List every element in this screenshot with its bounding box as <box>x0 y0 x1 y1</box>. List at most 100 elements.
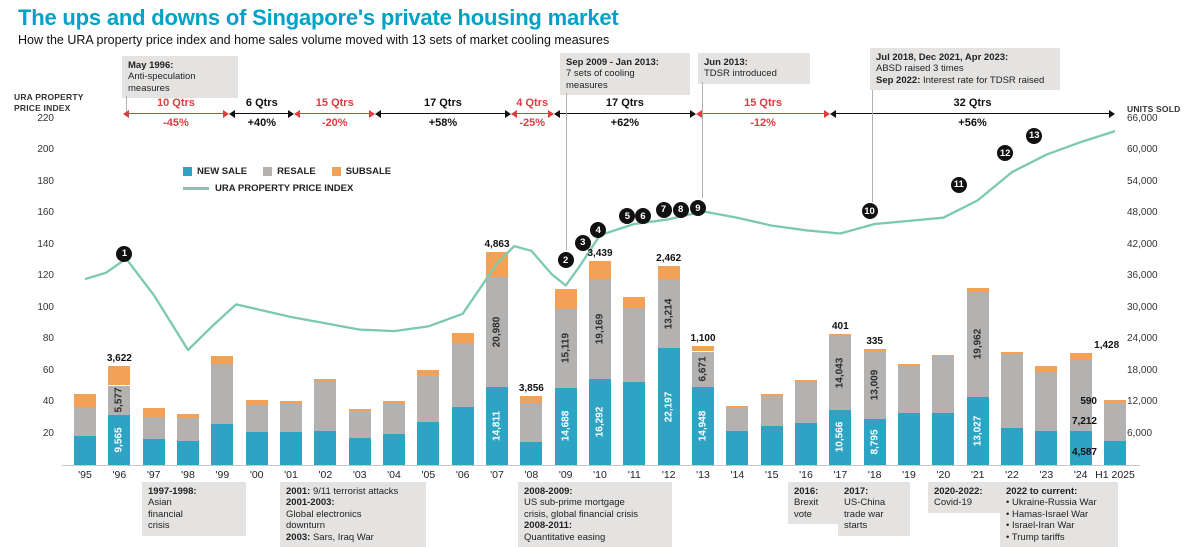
x-axis-label: '08 <box>524 469 539 481</box>
annotation-line: • Israel-Iran War <box>1006 520 1075 532</box>
bar-segment-new-sale <box>383 434 405 465</box>
bar-segment-subsale <box>348 409 371 412</box>
bar-segment-resale <box>211 363 234 425</box>
phase-quarters-label: 10 Qtrs <box>157 97 195 109</box>
bar-value-label: 16,292 <box>594 406 606 438</box>
bar-value-label: 3,622 <box>106 353 132 365</box>
left-axis-tick: 160 <box>37 207 54 218</box>
bar-segment-new-sale <box>966 396 989 465</box>
annotation-line: Quantitative easing <box>524 531 606 543</box>
bar-segment-subsale <box>1104 399 1126 404</box>
x-axis-label: '09 <box>558 469 573 481</box>
x-axis-label: '17 <box>833 469 848 481</box>
bar-segment-resale <box>692 351 714 387</box>
bar-segment-resale <box>760 395 783 427</box>
left-axis-tick: 180 <box>37 175 54 187</box>
bar-segment-subsale <box>108 366 131 386</box>
bar-value-label: 401 <box>831 320 849 332</box>
bar-segment-subsale <box>760 394 783 396</box>
arrowhead-right-icon <box>824 109 831 118</box>
event-annotation: 2017: US-China trade war starts <box>838 482 910 536</box>
annotation-line: downturn <box>286 520 326 532</box>
x-axis-label: '02 <box>318 469 333 481</box>
event-annotation: 2008-2009: US sub-prime mortgage crisis, g… <box>518 482 672 547</box>
x-axis-label: '96 <box>112 469 127 481</box>
bar-segment-new-sale <box>898 413 920 465</box>
cooling-measure-marker: 1 <box>116 245 133 262</box>
page-subtitle: How the URA property price index and hom… <box>18 33 610 47</box>
bar-segment-resale <box>142 416 165 439</box>
arrowhead-right-icon <box>690 109 697 118</box>
bar-value-label: 20,980 <box>491 316 503 348</box>
left-axis-title: URA PROPERTY PRICE INDEX <box>14 92 84 113</box>
event-annotation: 1997-1998: Asian financial crisis <box>142 482 246 536</box>
bar-value-label: 14,043 <box>834 357 846 388</box>
bar-segment-new-sale <box>1035 430 1058 465</box>
bar-segment-subsale <box>142 408 165 417</box>
x-axis-label: '24 <box>1073 469 1088 481</box>
annotation-line: 7 sets of cooling <box>566 68 635 80</box>
phase-percent-label: -12% <box>750 117 776 129</box>
x-axis-label: '00 <box>249 469 264 481</box>
bar-segment-subsale <box>1001 351 1023 355</box>
arrow-line <box>559 112 691 115</box>
cooling-measure-marker: 3 <box>574 234 591 251</box>
annotation-line: US-China <box>844 497 886 509</box>
phase-down-segment: 15 Qtrs -20% <box>294 97 376 132</box>
phase-quarters-label: 6 Qtrs <box>245 97 278 109</box>
arrow-line <box>702 112 825 115</box>
x-axis-label: '14 <box>730 469 745 481</box>
left-axis-title-line1: URA PROPERTY <box>14 92 84 102</box>
cooling-measure-marker: 13 <box>1026 127 1043 144</box>
arrowhead-left-icon <box>294 109 301 118</box>
bar-segment-subsale <box>486 251 508 278</box>
right-axis-tick: 12,000 <box>1127 396 1158 407</box>
annotation-line: US sub-prime mortgage <box>524 497 625 509</box>
bar-segment-new-sale <box>932 412 955 465</box>
arrowhead-right-icon <box>1108 109 1115 118</box>
cooling-measure-marker: 5 <box>619 208 636 225</box>
annotation-connector-line <box>126 96 127 112</box>
x-axis-label: '10 <box>593 469 607 481</box>
x-axis-label: '06 <box>455 469 470 481</box>
bar-segment-subsale <box>1035 365 1058 372</box>
bar-value-label: 13,214 <box>663 298 675 330</box>
policy-annotation: Jun 2013: TDSR introduced <box>698 53 810 84</box>
annotation-line: ABSD raised 3 times <box>876 63 964 75</box>
cooling-measure-marker: 11 <box>950 176 967 193</box>
policy-annotation: Jul 2018, Dec 2021, Apr 2023: ABSD raised… <box>870 48 1060 91</box>
bar-segment-new-sale <box>623 381 646 465</box>
bar-value-label: 10,566 <box>834 421 846 453</box>
bar-value-label: 8,795 <box>869 429 881 455</box>
x-axis-label: '22 <box>1005 469 1019 481</box>
x-axis-label: '12 <box>661 469 676 481</box>
phase-quarters-label: 15 Qtrs <box>315 97 354 109</box>
bar-segment-resale <box>795 381 817 423</box>
bar-value-label: 14,688 <box>560 411 572 442</box>
arrow-line <box>128 112 224 115</box>
bar-segment-new-sale <box>486 387 508 465</box>
bar-segment-subsale <box>623 297 646 308</box>
phase-quarters-label: 17 Qtrs <box>423 97 462 109</box>
bar-segment-new-sale <box>692 386 714 465</box>
bar-segment-new-sale <box>795 423 817 465</box>
annotation-line: Anti-speculation <box>128 71 196 83</box>
bar-segment-resale <box>245 404 268 433</box>
bar-segment-subsale <box>520 395 543 404</box>
annotation-line: starts <box>844 520 868 532</box>
phase-percent-label: -45% <box>163 117 189 129</box>
bar-value-label: 9,565 <box>113 427 125 453</box>
phase-percent-label: +58% <box>428 117 458 129</box>
cooling-measure-marker: 10 <box>861 203 878 220</box>
bar-value-label: 6,671 <box>697 356 709 382</box>
x-axis-baseline <box>62 465 1140 466</box>
double-arrow-icon <box>294 109 376 118</box>
x-axis-label: '01 <box>284 469 298 481</box>
bar-segment-subsale <box>417 369 440 375</box>
bar-segment-resale <box>280 403 302 432</box>
event-annotation: 2001: 9/11 terrorist attacks 2001-2003: Gl… <box>280 482 426 547</box>
bar-segment-subsale <box>74 394 96 407</box>
annotation-line: • Ukraine-Russia War <box>1006 497 1097 509</box>
bar-segment-new-sale <box>657 348 680 465</box>
